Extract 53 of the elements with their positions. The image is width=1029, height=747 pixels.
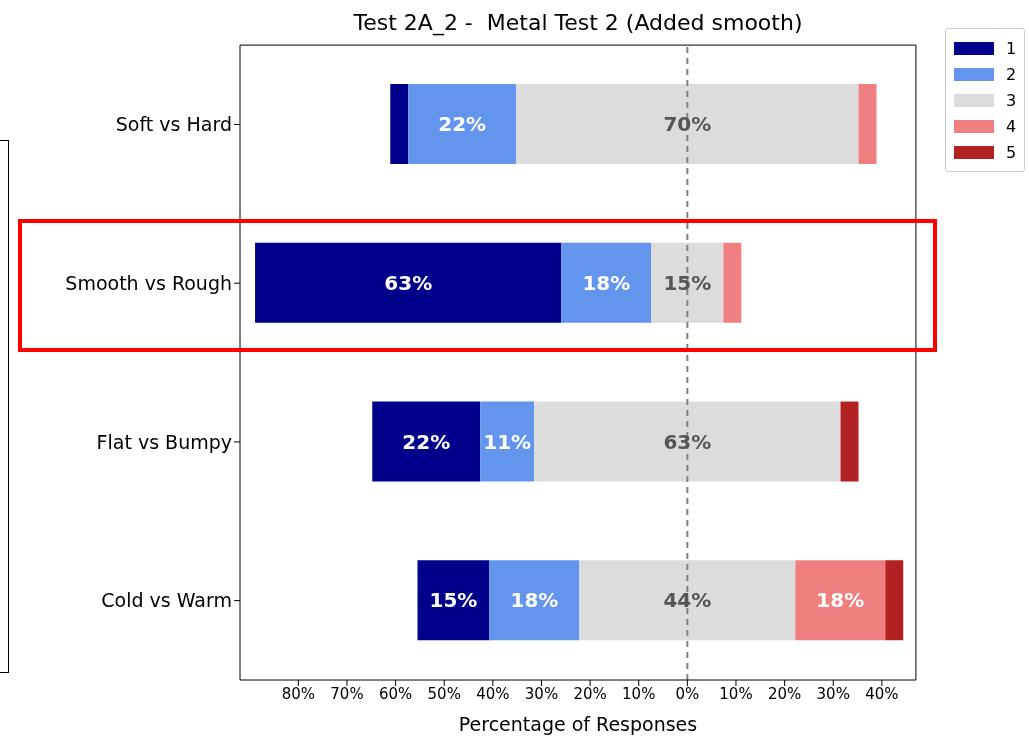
data-label: 63%	[384, 270, 433, 295]
bar	[417, 560, 490, 641]
bar	[651, 242, 724, 323]
bar	[534, 401, 841, 482]
x-tick-label: 20%	[767, 684, 802, 703]
x-tick-label: 10%	[622, 684, 656, 703]
y-tick-label: Smooth vs Rough	[65, 271, 232, 294]
legend-label: 5	[1006, 142, 1017, 162]
x-tick-label: 0%	[675, 684, 700, 703]
legend-label: 3	[1006, 90, 1017, 110]
bar	[372, 401, 481, 482]
x-tick-label: 40%	[865, 684, 899, 703]
y-tick-label: Soft vs Hard	[115, 113, 232, 136]
data-label: 15%	[429, 588, 478, 613]
y-tick-label: Cold vs Warm	[101, 589, 232, 612]
data-label: 22%	[438, 112, 487, 137]
data-label: 11%	[483, 429, 532, 454]
bar	[408, 84, 517, 165]
bar	[561, 242, 652, 323]
bar	[516, 84, 859, 165]
x-tick-label: 70%	[330, 684, 364, 703]
x-tick-label: 10%	[719, 684, 753, 703]
data-label: 70%	[663, 112, 712, 137]
legend-label: 1	[1006, 38, 1017, 58]
x-tick-label: 60%	[378, 684, 413, 703]
chart-title: Test 2A_2 - Metal Test 2 (Added smooth)	[352, 10, 804, 35]
x-tick-label: 20%	[573, 684, 607, 703]
bar	[795, 560, 886, 641]
legend-label: 2	[1006, 64, 1017, 84]
data-label: 22%	[402, 429, 451, 454]
bar	[390, 84, 409, 165]
data-label: 15%	[663, 270, 712, 295]
data-label: 18%	[816, 588, 865, 613]
legend-label: 4	[1006, 116, 1017, 136]
bar	[579, 560, 796, 641]
bar	[489, 560, 580, 641]
x-tick-label: 30%	[816, 684, 850, 703]
x-tick-label: 80%	[281, 684, 316, 703]
bar	[255, 242, 562, 323]
x-axis-title: Percentage of Responses	[457, 713, 699, 735]
data-label: 18%	[582, 270, 631, 295]
data-label: 44%	[663, 588, 712, 613]
bar	[723, 242, 742, 323]
bar	[885, 560, 904, 641]
data-label: 18%	[510, 588, 559, 613]
x-tick-label: 40%	[476, 684, 510, 703]
x-tick-label: 50%	[427, 684, 461, 703]
data-label: 63%	[663, 429, 712, 454]
y-tick-label: Flat vs Bumpy	[96, 430, 232, 453]
bar	[480, 401, 535, 482]
bar	[858, 84, 877, 165]
bar	[840, 401, 859, 482]
x-tick-label: 30%	[524, 684, 559, 703]
